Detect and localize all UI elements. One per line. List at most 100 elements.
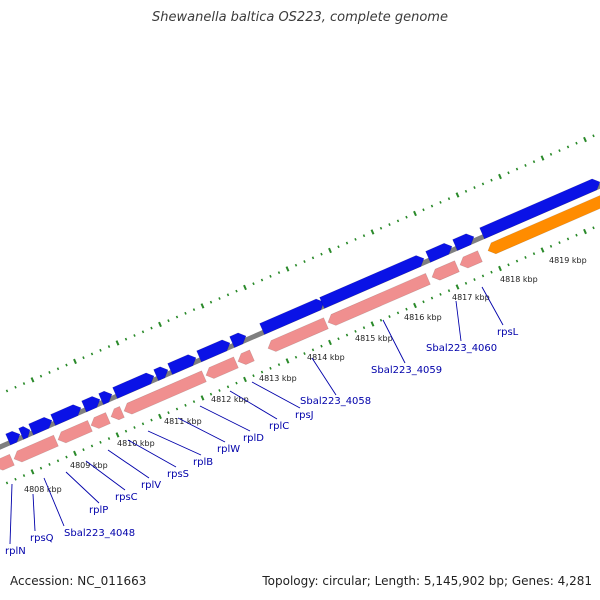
- inner-tick-mark: [30, 469, 35, 475]
- gene-leader-line: [455, 300, 462, 342]
- gene-label: Sbal223_4048: [64, 528, 135, 539]
- inner-tick-mark: [388, 315, 391, 318]
- outer-tick-mark: [439, 200, 442, 204]
- gene-label: Sbal223_4060: [426, 343, 497, 354]
- outer-tick-mark: [422, 208, 425, 212]
- forward-cds-arrow: [259, 298, 325, 335]
- forward-cds-arrow: [479, 178, 600, 240]
- outer-tick-mark: [507, 171, 510, 175]
- inner-tick-mark: [294, 355, 298, 359]
- kbp-label: 4809 kbp: [70, 461, 108, 470]
- forward-cds-arrow: [98, 390, 113, 405]
- forward-cds-arrow: [81, 396, 101, 413]
- forward-cds-arrow: [452, 233, 475, 251]
- gene-leader-line: [251, 381, 301, 409]
- inner-tick-mark: [524, 255, 527, 259]
- inner-tick-mark: [235, 381, 238, 385]
- outer-tick-mark: [30, 377, 35, 383]
- gene-leader-line: [382, 319, 406, 364]
- inner-tick-mark: [354, 329, 357, 333]
- gene-leader-line: [481, 286, 504, 326]
- outer-tick-mark: [515, 167, 519, 171]
- inner-tick-mark: [200, 395, 205, 401]
- forward-strand-features: [5, 178, 600, 446]
- accession-text: Accession: NC_011663: [10, 574, 147, 588]
- outer-tick-mark: [48, 371, 51, 374]
- outer-tick-mark: [73, 358, 77, 365]
- outer-tick-mark: [184, 311, 187, 315]
- outer-tick-mark: [158, 321, 162, 328]
- outer-tick-mark: [285, 266, 290, 272]
- gene-leader-line: [65, 471, 100, 504]
- outer-tick-mark: [337, 245, 340, 249]
- gene-leader-line: [43, 477, 65, 527]
- inner-tick-mark: [507, 263, 510, 267]
- outer-tick-mark: [22, 382, 26, 385]
- outer-tick-mark: [260, 278, 264, 282]
- outer-tick-mark: [532, 160, 536, 164]
- inner-tick-mark: [73, 450, 77, 457]
- kbp-label: 4816 kbp: [404, 313, 442, 322]
- reverse-cds-arrow: [90, 412, 111, 429]
- outer-tick-mark: [218, 297, 221, 300]
- inner-tick-mark: [209, 392, 213, 396]
- gene-label: rpsS: [167, 469, 189, 480]
- gene-label: rpsJ: [295, 410, 314, 421]
- gene-label: rplV: [141, 480, 161, 491]
- inner-tick-mark: [218, 389, 221, 392]
- outer-tick-mark: [235, 289, 238, 293]
- outer-tick-mark: [498, 173, 502, 180]
- kbp-label: 4818 kbp: [500, 275, 538, 284]
- outer-tick-mark: [99, 348, 102, 352]
- inner-tick-mark: [82, 448, 85, 452]
- inner-tick-mark: [320, 344, 323, 348]
- inner-tick-mark: [473, 278, 476, 282]
- outer-tick-mark: [473, 186, 476, 190]
- inner-tick-mark: [65, 455, 68, 459]
- outer-tick-mark: [209, 300, 213, 304]
- forward-cds-arrow: [112, 372, 155, 399]
- inner-tick-mark: [362, 326, 366, 330]
- inner-tick-mark: [405, 307, 408, 311]
- outer-tick-mark: [311, 256, 315, 260]
- inner-tick-mark: [124, 429, 128, 433]
- inner-tick-mark: [558, 241, 561, 245]
- gene-leader-line: [311, 357, 337, 396]
- kbp-label: 4813 kbp: [259, 374, 297, 383]
- reverse-cds-arrow: [237, 349, 255, 365]
- reverse-cds-arrow: [110, 406, 125, 421]
- inner-tick-mark: [141, 422, 145, 426]
- kbp-scale-labels: 4808 kbp 4809 kbp 4810 kbp 4811 kbp 4812 kbp…: [24, 256, 587, 494]
- inner-tick-mark: [48, 463, 51, 466]
- outer-tick-mark: [141, 330, 145, 334]
- outer-tick-mark: [200, 303, 205, 309]
- forward-cds-arrow: [5, 430, 21, 446]
- forward-cds-arrow: [50, 404, 82, 426]
- inner-tick-mark: [175, 407, 179, 411]
- map-title: Shewanella baltica OS223, complete genom…: [152, 10, 448, 25]
- inner-tick-mark: [413, 302, 417, 309]
- genome-summary-text: Topology: circular; Length: 5,145,902 bp…: [262, 574, 592, 588]
- gene-label: rpsC: [115, 492, 138, 503]
- inner-tick-mark: [422, 300, 425, 304]
- forward-cds-arrow: [153, 366, 169, 382]
- inner-tick-ring: [5, 226, 595, 485]
- outer-tick-mark: [549, 152, 553, 156]
- outer-tick-mark: [379, 226, 383, 230]
- outer-tick-mark: [277, 271, 281, 275]
- reverse-cds-arrow: [267, 317, 329, 352]
- outer-tick-mark: [455, 192, 460, 198]
- inner-tick-mark: [269, 366, 272, 370]
- outer-tick-mark: [583, 136, 587, 143]
- inner-tick-mark: [396, 311, 400, 315]
- outer-tick-mark: [175, 315, 179, 319]
- gene-label: rpsQ: [30, 533, 54, 544]
- outer-tick-mark: [107, 345, 111, 349]
- reverse-cds-arrow: [431, 260, 460, 281]
- inner-tick-mark: [566, 237, 570, 241]
- gene-leader-line: [229, 390, 278, 420]
- outer-tick-mark: [243, 284, 247, 291]
- inner-tick-mark: [303, 352, 306, 355]
- gene-label: rplC: [269, 421, 289, 432]
